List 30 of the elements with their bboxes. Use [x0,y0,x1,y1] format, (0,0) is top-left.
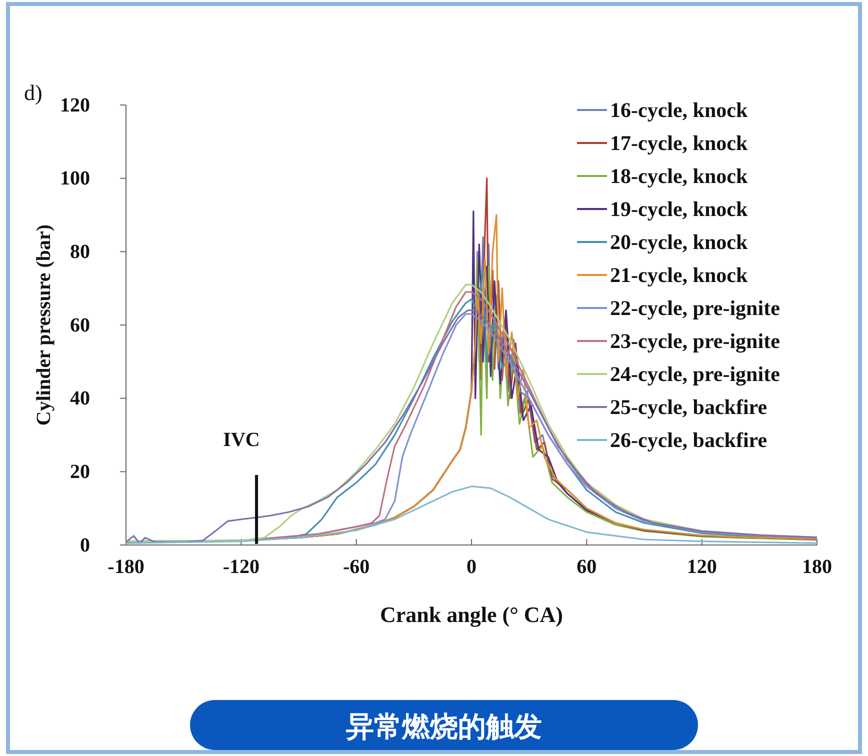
legend-label: 16-cycle, knock [610,98,748,122]
x-tick-label: 120 [686,556,717,578]
x-tick-label: -60 [342,556,370,578]
x-tick-label: -120 [222,556,260,578]
y-axis-title: Cylinder pressure (bar) [33,224,55,426]
y-tick-label: 60 [70,314,90,336]
x-axis-title: Crank angle (° CA) [380,602,563,627]
y-tick-label: 100 [60,168,90,190]
legend-label: 23-cycle, pre-ignite [610,329,780,353]
y-tick-label: 0 [80,534,90,556]
x-tick-label: 60 [576,556,597,578]
x-tick-label: -180 [108,556,144,578]
text: d) [24,80,42,105]
legend-label: 17-cycle, knock [610,131,748,155]
ref-line-label: IVC [223,429,260,451]
legend-label: 22-cycle, pre-ignite [610,296,780,320]
legend-label: 24-cycle, pre-ignite [610,362,780,386]
legend-label: 26-cycle, backfire [610,428,768,452]
y-tick-label: 40 [70,388,90,410]
legend-label: 25-cycle, backfire [610,395,768,419]
y-tick-label: 80 [70,241,90,264]
legend-label: 18-cycle, knock [610,164,748,188]
x-tick-label: 0 [466,556,476,578]
text: 异常燃烧的触发 [345,710,542,743]
legend-label: 21-cycle, knock [610,263,748,287]
x-tick-label: 180 [802,556,832,578]
y-tick-label: 120 [60,94,90,116]
legend-label: 19-cycle, knock [610,197,748,221]
legend-label: 20-cycle, knock [610,230,748,254]
y-tick-label: 20 [70,461,90,484]
